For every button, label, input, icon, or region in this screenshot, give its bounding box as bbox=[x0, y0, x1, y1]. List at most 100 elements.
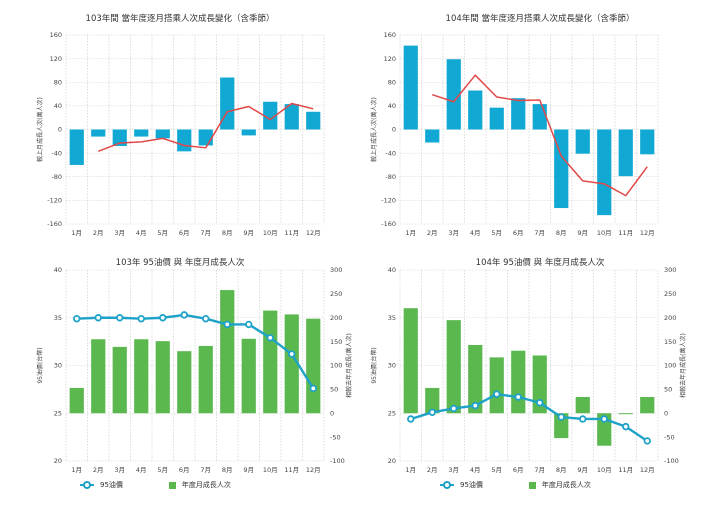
x-tick-label: 3月 bbox=[448, 229, 459, 237]
line-point bbox=[600, 415, 608, 423]
x-tick-label: 11月 bbox=[618, 229, 633, 237]
bar bbox=[220, 77, 235, 130]
x-tick-label: 2月 bbox=[93, 229, 104, 237]
line-point bbox=[245, 320, 253, 329]
bar bbox=[597, 129, 612, 216]
bar bbox=[198, 345, 213, 414]
bar bbox=[284, 104, 299, 130]
line-point bbox=[514, 393, 522, 401]
legend-item-oil: 95油價 bbox=[100, 481, 123, 489]
y-tick-label: -80 bbox=[51, 173, 62, 181]
y-tick-label: 40 bbox=[388, 102, 396, 110]
chart-title: 103年間 當年度逐月搭乘人次成長變化（含季節） bbox=[85, 14, 275, 24]
y2-tick-label: 250 bbox=[664, 290, 676, 298]
y2-tick-label: 150 bbox=[664, 338, 676, 346]
y2-tick-label: 0 bbox=[330, 409, 334, 417]
y2-tick-label: -100 bbox=[330, 457, 345, 465]
x-tick-label: 7月 bbox=[534, 229, 545, 237]
bar bbox=[403, 45, 418, 130]
legend-bar-swatch bbox=[168, 481, 176, 489]
bar bbox=[532, 355, 547, 414]
x-tick-label: 8月 bbox=[556, 466, 567, 474]
x-tick-label: 9月 bbox=[243, 466, 254, 474]
bar bbox=[134, 129, 149, 137]
line-point bbox=[159, 314, 167, 322]
x-tick-label: 1月 bbox=[71, 466, 82, 474]
bar bbox=[91, 339, 106, 414]
legend-item-growth: 年度月成長人次 bbox=[541, 481, 591, 489]
x-tick-label: 11月 bbox=[284, 229, 299, 237]
chart-103-oil-vs-growth: 103年 95油價 與 年度月成長人次 20 25 30 35 40 -100 -50 0 50… bbox=[0, 252, 360, 500]
legend-item-growth: 年度月成長人次 bbox=[181, 481, 231, 489]
bar bbox=[403, 308, 418, 414]
line-point bbox=[180, 311, 188, 319]
bar bbox=[112, 346, 127, 414]
y-tick-label: 30 bbox=[54, 362, 62, 370]
y-tick-label: 20 bbox=[388, 457, 396, 465]
y2-axis-label: 相較去年月成長(萬人次) bbox=[345, 333, 353, 398]
y-tick-label: -120 bbox=[381, 197, 396, 205]
x-tick-label: 9月 bbox=[243, 229, 254, 237]
x-tick-label: 8月 bbox=[222, 229, 233, 237]
y2-tick-label: -50 bbox=[330, 433, 341, 441]
bar bbox=[468, 344, 483, 414]
x-tick-label: 12月 bbox=[306, 229, 321, 237]
line-point bbox=[202, 315, 210, 323]
y-tick-label: 25 bbox=[388, 409, 396, 417]
x-tick-label: 2月 bbox=[427, 229, 438, 237]
chart-svg: -160 -120 -80 -40 0 40 80 120 160 1月 2月 3月 4月 5月 6月 7月 8… bbox=[36, 31, 325, 237]
y-axis-label: 95油價(台幣) bbox=[370, 347, 378, 383]
bar bbox=[241, 338, 256, 414]
line-point bbox=[536, 399, 544, 407]
y2-tick-label: 100 bbox=[330, 362, 342, 370]
y2-tick-label: 200 bbox=[664, 314, 676, 322]
bar bbox=[446, 320, 461, 414]
bar bbox=[468, 90, 483, 130]
chart-svg: 20 25 30 35 40 -100 -50 0 50 100 150 200 250 300 1月 2月 3… bbox=[370, 266, 687, 474]
chart-title: 104年間 當年度逐月搭乘人次成長變化（含季節） bbox=[445, 14, 635, 24]
chart-104-monthly-change: 104年間 當年度逐月搭乘人次成長變化（含季節） -160 -120 -80 -40 0… bbox=[360, 8, 720, 238]
bar bbox=[640, 397, 655, 414]
legend-item-oil: 95油價 bbox=[460, 481, 483, 489]
bar bbox=[177, 351, 192, 414]
bar bbox=[134, 339, 149, 414]
y-axis-label: 95油價(台幣) bbox=[36, 347, 44, 383]
bar bbox=[640, 129, 655, 155]
chart-title: 104年 95油價 與 年度月成長人次 bbox=[475, 258, 605, 268]
y-tick-label: 25 bbox=[54, 409, 62, 417]
bar bbox=[554, 413, 569, 439]
x-tick-label: 4月 bbox=[136, 229, 147, 237]
x-tick-label: 1月 bbox=[405, 229, 416, 237]
x-tick-label: 6月 bbox=[179, 229, 190, 237]
x-tick-label: 3月 bbox=[448, 466, 459, 474]
bar bbox=[446, 59, 461, 130]
y-tick-label: 40 bbox=[54, 266, 62, 274]
chart-svg: -160 -120 -80 -40 0 40 80 120 160 1月 2月 3月 4月 5月 6月 7月 8… bbox=[370, 31, 659, 237]
y-tick-label: 120 bbox=[384, 55, 396, 63]
y-tick-label: 40 bbox=[388, 266, 396, 274]
chart-104-oil-vs-growth: 104年 95油價 與 年度月成長人次 20 25 30 35 40 -100 -50 0 50… bbox=[360, 252, 720, 500]
bar bbox=[241, 129, 256, 136]
series-line bbox=[97, 102, 314, 153]
x-tick-label: 11月 bbox=[618, 466, 633, 474]
y-tick-label: 0 bbox=[392, 126, 396, 134]
x-tick-label: 10月 bbox=[263, 466, 278, 474]
y-tick-label: -40 bbox=[51, 149, 62, 157]
bar bbox=[425, 387, 440, 414]
x-tick-label: 3月 bbox=[114, 229, 125, 237]
y2-tick-label: 100 bbox=[664, 362, 676, 370]
bar bbox=[425, 129, 440, 143]
bar bbox=[489, 107, 504, 130]
x-tick-label: 4月 bbox=[470, 466, 481, 474]
line-point bbox=[622, 422, 630, 431]
bar bbox=[177, 129, 192, 152]
bar bbox=[220, 290, 235, 414]
y-tick-label: 35 bbox=[388, 314, 396, 322]
bar bbox=[618, 129, 633, 177]
y2-tick-label: 50 bbox=[664, 386, 672, 394]
x-tick-label: 12月 bbox=[640, 229, 655, 237]
x-tick-label: 4月 bbox=[470, 229, 481, 237]
bar bbox=[263, 101, 278, 130]
y-tick-label: 35 bbox=[54, 314, 62, 322]
legend-bar-swatch bbox=[528, 481, 536, 489]
